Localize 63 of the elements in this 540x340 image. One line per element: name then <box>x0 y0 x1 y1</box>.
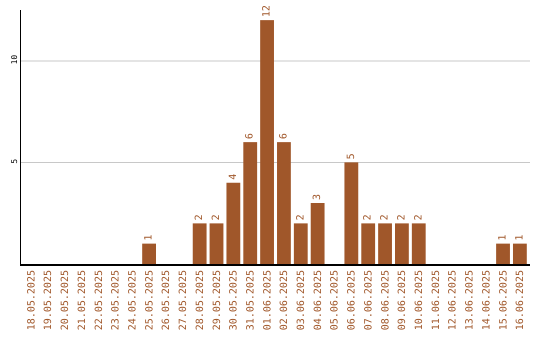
data-label: 4 <box>228 174 239 180</box>
x-tick-label: 25.05.2025 <box>144 270 156 330</box>
data-label: 1 <box>498 234 509 241</box>
bar <box>226 182 240 264</box>
data-label: 2 <box>380 214 391 220</box>
data-label: 1 <box>514 234 526 241</box>
bar <box>344 162 358 264</box>
x-tick-label: 07.06.2025 <box>363 270 374 330</box>
bar <box>395 223 409 264</box>
x-tick-label: 19.05.2025 <box>43 270 54 330</box>
x-tick-label: 27.05.2025 <box>178 270 190 330</box>
x-tick-label: 12.06.2025 <box>448 270 459 330</box>
x-tick-label: 29.05.2025 <box>212 270 223 330</box>
x-tick-label: 03.06.2025 <box>296 270 308 330</box>
x-tick-label: 05.06.2025 <box>330 270 341 330</box>
x-tick-label: 24.05.2025 <box>127 270 138 330</box>
bar <box>512 244 527 264</box>
data-label: 2 <box>413 214 424 220</box>
x-tick-label: 06.06.2025 <box>346 270 358 330</box>
bar <box>243 142 258 264</box>
x-tick-label: 26.05.2025 <box>161 270 172 330</box>
bar <box>378 223 392 264</box>
x-tick-label: 20.05.2025 <box>60 270 72 330</box>
x-tick-label: 31.05.2025 <box>245 270 256 330</box>
bar <box>496 244 510 264</box>
x-tick-label: 01.06.2025 <box>262 270 274 330</box>
data-label: 12 <box>262 5 273 18</box>
data-label: 1 <box>144 234 155 241</box>
y-tick-label: 10 <box>10 54 19 64</box>
bar <box>210 223 224 264</box>
x-tick-label: 13.06.2025 <box>464 270 476 330</box>
x-tick-label: 02.06.2025 <box>279 270 290 330</box>
x-tick-label: 30.05.2025 <box>228 270 240 330</box>
bar <box>192 223 207 264</box>
x-tick-label: 23.05.2025 <box>110 270 122 330</box>
x-tick-label: 28.05.2025 <box>194 270 206 330</box>
bar <box>294 223 308 264</box>
data-label: 5 <box>346 153 357 160</box>
data-label: 2 <box>396 214 408 220</box>
data-label: 6 <box>278 133 290 140</box>
x-tick-label: 10.06.2025 <box>414 270 426 330</box>
bar <box>412 223 426 264</box>
data-label: 2 <box>295 214 306 220</box>
x-tick-label: 09.06.2025 <box>397 270 408 330</box>
data-label: 3 <box>312 194 324 200</box>
bar <box>277 142 291 264</box>
bar <box>310 203 325 264</box>
bar <box>142 244 156 264</box>
x-tick-label: 21.05.2025 <box>76 270 88 330</box>
bar <box>260 20 274 264</box>
x-tick-label: 14.06.2025 <box>481 270 492 330</box>
data-label: 6 <box>244 133 256 140</box>
bar <box>361 223 376 264</box>
x-tick-label: 22.05.2025 <box>94 270 105 330</box>
x-tick-label: 16.06.2025 <box>515 270 526 330</box>
x-tick-label: 04.06.2025 <box>312 270 324 330</box>
x-tick-label: 11.06.2025 <box>430 270 442 330</box>
data-label: 2 <box>362 214 374 220</box>
data-label: 2 <box>194 214 206 220</box>
x-tick-label: 15.06.2025 <box>498 270 510 330</box>
data-label: 2 <box>211 214 222 220</box>
x-tick-label: 18.05.2025 <box>26 270 38 330</box>
x-tick-label: 08.06.2025 <box>380 270 392 330</box>
